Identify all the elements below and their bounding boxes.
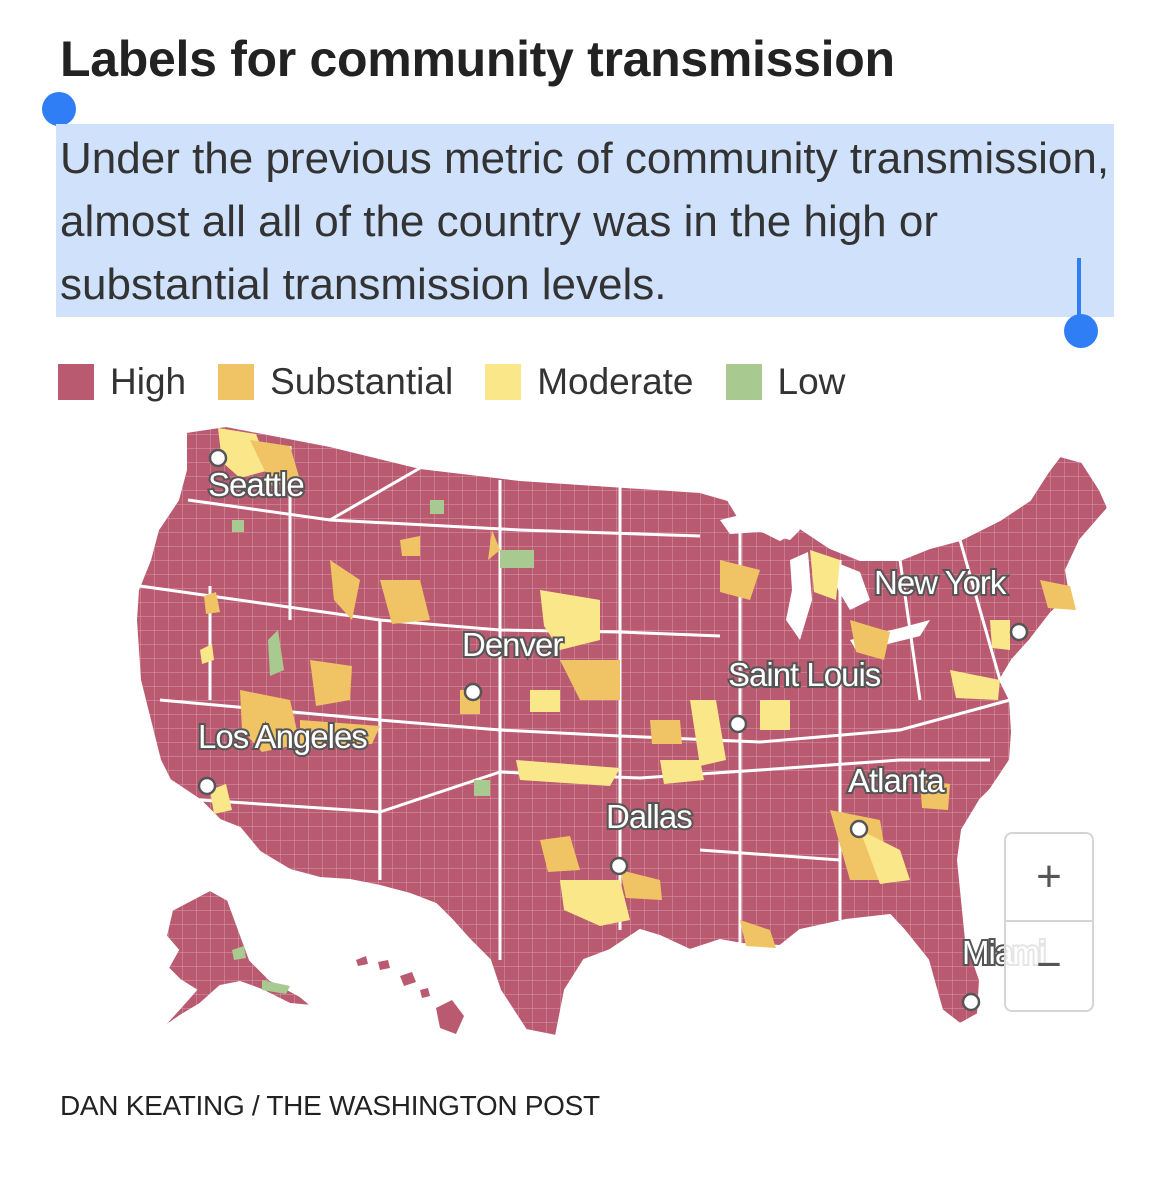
city-label-dallas: Dallas — [606, 798, 692, 835]
legend-item-high: High — [58, 361, 186, 403]
legend-swatch-low — [725, 364, 762, 400]
description-text[interactable]: Under the previous metric of community t… — [56, 124, 1114, 317]
saint-louis-marker[interactable] — [728, 714, 748, 734]
alaska-shape — [159, 888, 316, 1031]
legend-label-high: High — [110, 361, 187, 402]
credit-line: DAN KEATING / THE WASHINGTON POST — [60, 1090, 600, 1121]
dallas-marker[interactable] — [609, 856, 629, 876]
legend-item-moderate: Moderate — [485, 361, 694, 403]
hawaii-shape — [436, 1000, 464, 1034]
miami-marker[interactable] — [961, 992, 981, 1012]
legend-swatch-moderate — [485, 364, 522, 400]
city-label-seattle: Seattle — [208, 466, 304, 503]
legend: High Substantial Moderate Low — [58, 361, 877, 403]
hawaii-islands — [356, 956, 430, 998]
description-block: Under the previous metric of community t… — [56, 124, 1114, 317]
legend-label-moderate: Moderate — [537, 361, 694, 402]
city-labels: Seattle New York Denver Saint Louis Los … — [196, 464, 1048, 973]
selection-end-handle[interactable] — [1064, 314, 1098, 348]
us-county-map[interactable]: Seattle New York Denver Saint Louis Los … — [0, 420, 1170, 1060]
city-label-atlanta: Atlanta — [848, 762, 945, 799]
selection-end-caret — [1077, 258, 1081, 320]
city-markers — [197, 448, 1029, 1012]
seattle-marker[interactable] — [208, 448, 228, 468]
zoom-divider — [1006, 920, 1092, 922]
city-label-saint-louis: Saint Louis — [728, 656, 881, 693]
city-label-los-angeles: Los Angeles — [198, 718, 367, 755]
zoom-control: + − — [1004, 832, 1094, 1012]
legend-item-low: Low — [725, 361, 846, 403]
new-york-marker[interactable] — [1009, 622, 1029, 642]
legend-swatch-high — [58, 364, 94, 400]
legend-label-substantial: Substantial — [270, 361, 454, 402]
zoom-out-button[interactable]: − — [1036, 940, 1062, 989]
denver-marker[interactable] — [463, 682, 483, 702]
legend-item-substantial: Substantial — [218, 361, 453, 403]
city-label-new-york: New York — [874, 564, 1007, 601]
chart-title: Labels for community transmission — [60, 31, 895, 87]
atlanta-marker[interactable] — [849, 819, 869, 839]
zoom-in-button[interactable]: + — [1036, 852, 1062, 901]
transmission-patches — [200, 428, 1076, 994]
legend-swatch-substantial — [218, 364, 255, 400]
legend-label-low: Low — [777, 361, 846, 402]
los-angeles-marker[interactable] — [197, 776, 217, 796]
city-label-denver: Denver — [462, 626, 563, 663]
contiguous-us-shape — [134, 424, 1110, 1038]
